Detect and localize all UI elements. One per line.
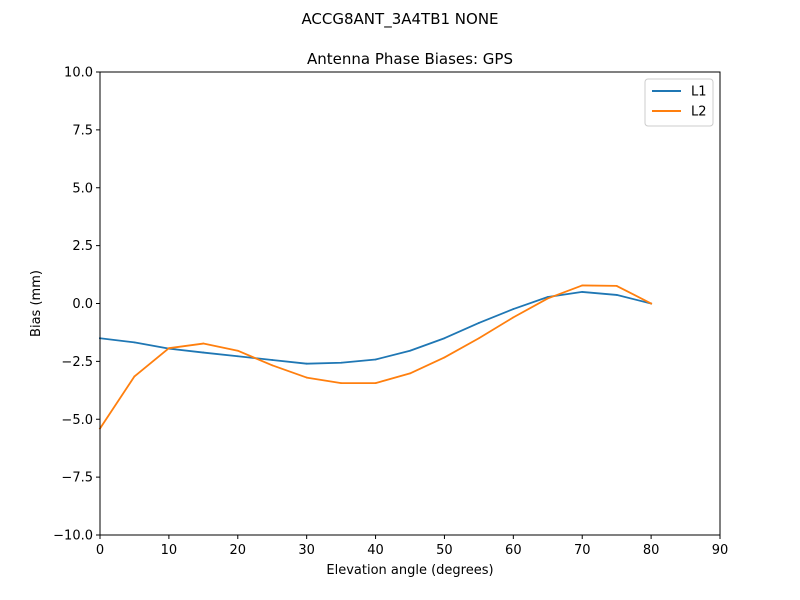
data-point-l1 [236,355,239,358]
data-point-l1 [202,351,205,354]
data-point-l2 [581,284,584,287]
data-point-l2 [271,364,274,367]
data-point-l2 [202,342,205,345]
data-point-l1 [581,291,584,293]
data-point-l1 [409,349,411,352]
y-tick-label: 2.5 [72,239,93,254]
data-point-l1 [477,322,480,324]
x-tick-label: 90 [712,543,729,558]
x-tick-label: 0 [96,543,104,558]
data-point-l1 [133,341,136,344]
x-tick-label: 10 [161,543,178,558]
y-tick-label: −10.0 [53,529,93,544]
data-point-l1 [305,362,308,365]
y-tick-label: 5.0 [72,181,93,196]
data-point-l2 [305,376,308,379]
x-tick-label: 30 [298,543,315,558]
series-layer [98,284,653,430]
y-tick-label: −7.5 [61,471,93,486]
data-point-l2 [443,356,446,359]
y-tick-label: −5.0 [61,413,93,428]
x-tick-label: 40 [367,543,384,558]
y-tick-label: −2.5 [61,355,93,370]
data-point-l2 [615,285,618,287]
data-point-l2 [409,372,411,375]
data-point-l2 [650,302,653,305]
data-point-l2 [512,316,515,319]
figure-suptitle: ACCG8ANT_3A4TB1 NONE [301,10,498,29]
y-tick-label: 0.0 [72,297,93,312]
y-axis-label: Bias (mm) [29,270,44,337]
x-axis-label: Elevation angle (degrees) [326,563,493,578]
data-point-l1 [512,308,515,310]
chart-title: Antenna Phase Biases: GPS [307,50,513,68]
x-tick-label: 70 [574,543,591,558]
legend-label-l2: L2 [691,105,707,120]
y-tick-label: 10.0 [64,66,93,81]
y-tick-label: 7.5 [72,123,93,138]
legend: L1 L2 [644,78,714,127]
y-axis-ticks: −10.0 −7.5 −5.0 −2.5 0.0 2.5 5.0 7.5 10.0 [53,66,100,544]
x-tick-label: 20 [230,543,247,558]
data-point-l1 [443,337,446,340]
data-point-l2 [477,337,480,340]
data-point-l1 [340,361,343,364]
data-point-l2 [167,347,170,350]
x-axis-ticks: 0 10 20 30 40 50 60 70 80 90 [96,535,728,558]
data-point-l2 [546,297,549,300]
data-point-l2 [374,382,377,385]
data-point-l1 [374,358,377,361]
x-tick-label: 80 [643,543,660,558]
data-point-l1 [615,294,618,296]
data-point-l2 [340,382,343,385]
x-tick-label: 50 [436,543,453,558]
data-point-l1 [271,359,274,361]
legend-label-l1: L1 [691,85,707,100]
x-tick-label: 60 [505,543,522,558]
data-point-l2 [236,349,239,352]
data-point-l2 [133,375,136,378]
